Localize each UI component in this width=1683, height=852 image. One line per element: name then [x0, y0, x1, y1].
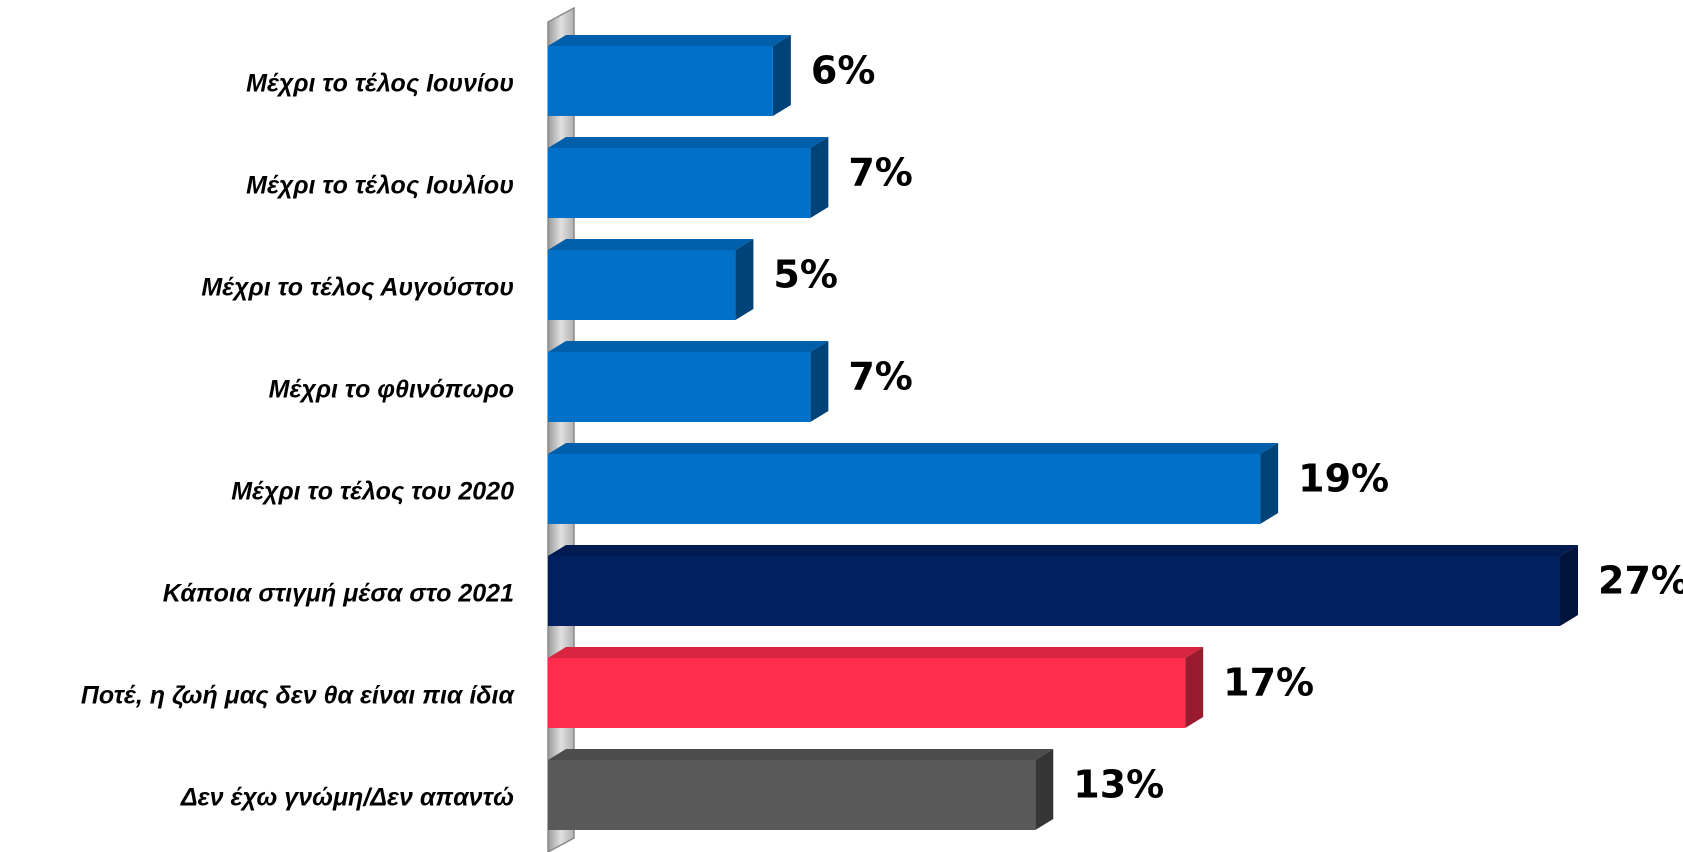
value-label: 5%	[773, 253, 838, 297]
bar-side	[810, 137, 829, 218]
bar-top	[548, 443, 1279, 454]
bar-top	[548, 239, 754, 250]
bar-top	[548, 647, 1204, 658]
value-label: 7%	[848, 151, 913, 195]
value-label: 17%	[1223, 661, 1314, 705]
category-label: Μέχρι το τέλος του 2020	[231, 478, 514, 506]
category-label: Κάποια στιγμή μέσα στο 2021	[163, 580, 514, 608]
bar	[548, 352, 811, 422]
category-label: Μέχρι το τέλος Αυγούστου	[201, 274, 514, 302]
bar	[548, 148, 811, 218]
category-label: Ποτέ, η ζωή μας δεν θα είναι πια ίδια	[81, 682, 516, 710]
bar-side	[772, 35, 791, 116]
bar	[548, 46, 773, 116]
value-label: 13%	[1073, 763, 1164, 807]
value-label: 6%	[811, 49, 876, 93]
value-label: 19%	[1298, 457, 1389, 501]
bar-side	[810, 341, 829, 422]
value-label: 27%	[1598, 559, 1683, 603]
bar	[548, 658, 1186, 728]
bar-side	[1260, 443, 1279, 524]
bar-side	[735, 239, 754, 320]
value-label: 7%	[848, 355, 913, 399]
bar	[548, 250, 736, 320]
bar	[548, 760, 1036, 830]
bar-top	[548, 341, 829, 352]
category-label: Μέχρι το τέλος Ιουλίου	[246, 172, 514, 200]
bar	[548, 556, 1560, 626]
bar-top	[548, 35, 791, 46]
bar-top	[548, 749, 1054, 760]
bar	[548, 454, 1261, 524]
bar-top	[548, 545, 1578, 556]
bar-top	[548, 137, 829, 148]
category-label: Μέχρι το τέλος Ιουνίου	[246, 70, 514, 98]
bar-side	[1185, 647, 1204, 728]
bar-side	[1560, 545, 1578, 626]
category-label: Δεν έχω γνώμη/Δεν απαντώ	[180, 784, 514, 812]
category-label: Μέχρι το φθινόπωρο	[269, 376, 514, 404]
bar-side	[1035, 749, 1054, 830]
